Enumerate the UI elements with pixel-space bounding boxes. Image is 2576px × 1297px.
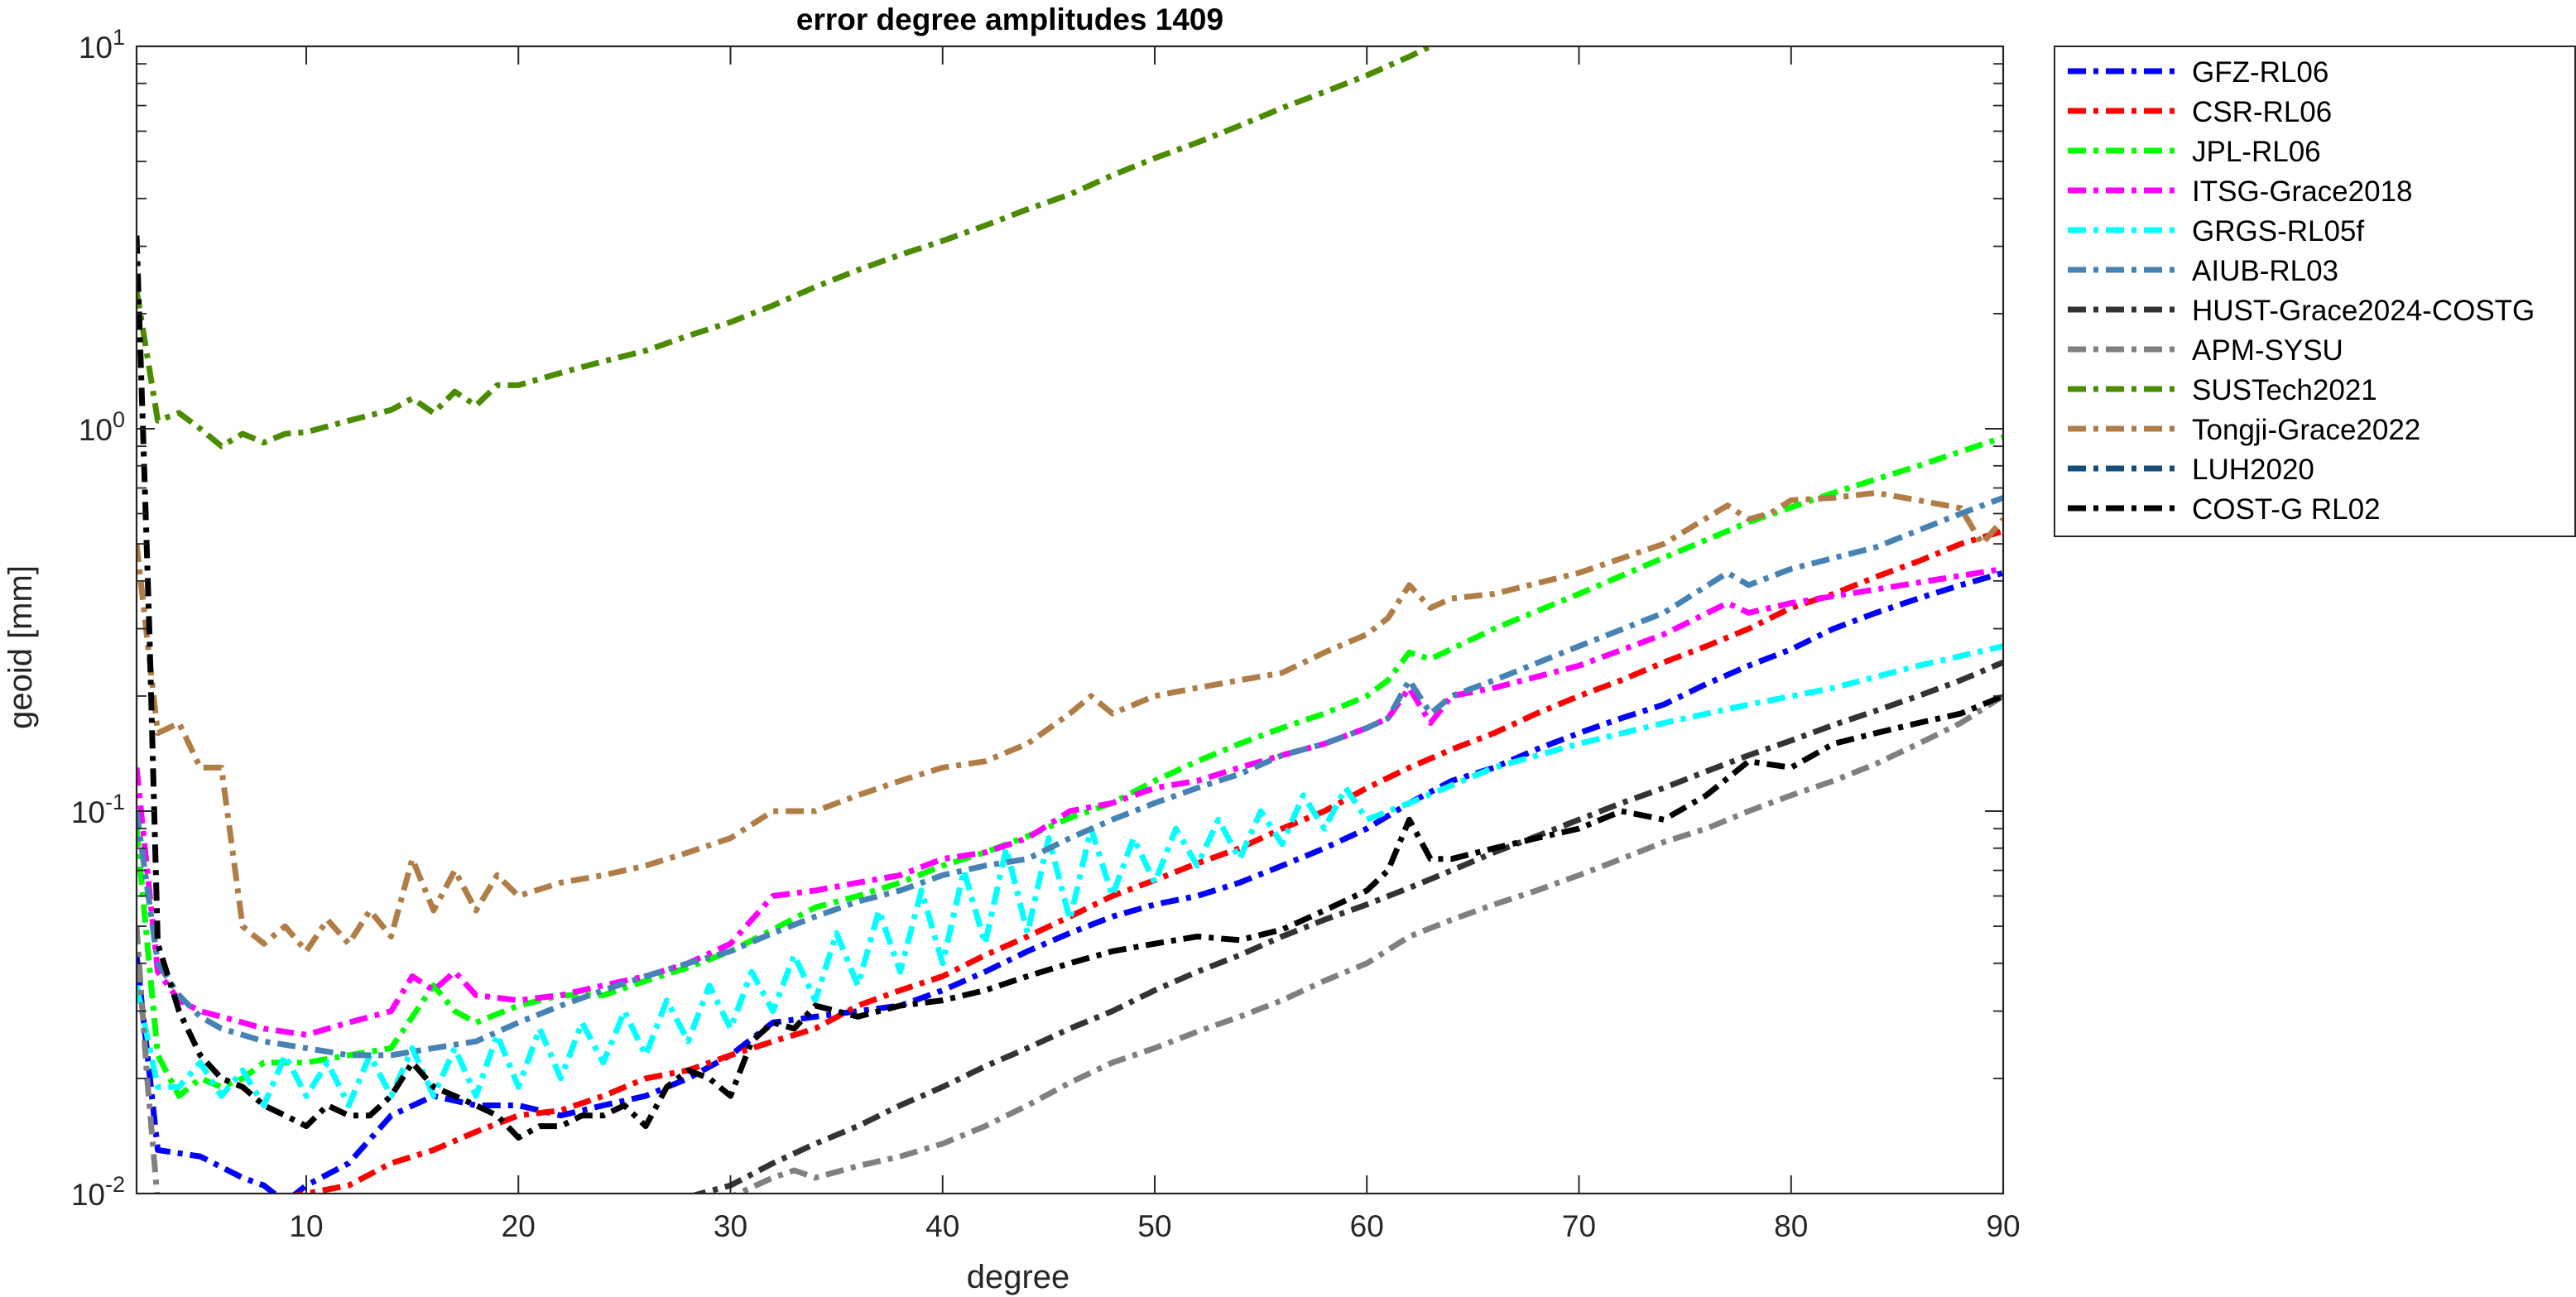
legend-label: LUH2020	[2192, 454, 2314, 486]
legend-label: APM-SYSU	[2192, 334, 2343, 367]
x-axis-title: degree	[967, 1259, 1070, 1295]
axes: 10 20 30 40 50 60 70 80 90 10-2 10-1 100 101	[71, 25, 2021, 1243]
legend-label: ITSG-Grace2018	[2192, 175, 2413, 208]
series-line-jpl-rl06	[137, 434, 2003, 1099]
series-line-cost-g-rl02	[137, 235, 2003, 1141]
legend-label: Tongji-Grace2022	[2192, 414, 2420, 446]
y-axis-title: geoid [mm]	[2, 565, 39, 729]
legend-label: CSR-RL06	[2192, 96, 2332, 128]
legend-label: JPL-RL06	[2192, 136, 2321, 168]
legend-label: COST-G RL02	[2192, 493, 2381, 526]
series-line-hust-grace2024-costg	[690, 659, 2003, 1194]
series-line-tongji-grace2022	[137, 489, 2003, 954]
legend-label: SUSTech2021	[2192, 374, 2377, 406]
legend: GFZ-RL06 CSR-RL06 JPL-RL06 ITSG-Grace2018 GR…	[2054, 46, 2576, 537]
x-tick-label: 50	[1137, 1209, 1171, 1243]
legend-label: GFZ-RL06	[2192, 56, 2328, 89]
series-line-aiub-rl03	[137, 495, 2003, 1059]
x-tick-label: 70	[1562, 1209, 1596, 1243]
y-tick-label: 10-1	[71, 790, 125, 829]
x-tick-label: 20	[502, 1209, 536, 1243]
plot-frame	[135, 45, 2005, 1195]
y-tick-label: 100	[79, 407, 125, 447]
x-tick-label: 60	[1350, 1209, 1384, 1243]
series-line-csr-rl06	[287, 528, 2003, 1194]
chart-title: error degree amplitudes 1409	[796, 2, 1223, 36]
x-tick-label: 10	[289, 1209, 323, 1243]
x-tick-label: 80	[1774, 1209, 1808, 1243]
legend-label: HUST-Grace2024-COSTG	[2192, 295, 2535, 327]
y-tick-label: 10-2	[71, 1172, 125, 1212]
plot-area	[137, 46, 2003, 1194]
series-line-sustech2021	[137, 46, 1432, 449]
legend-label: AIUB-RL03	[2192, 255, 2338, 287]
series-line-gfz-rl06	[137, 569, 2003, 1194]
legend-box	[2054, 46, 2576, 537]
y-tick-label: 101	[79, 25, 125, 65]
legend-label: GRGS-RL05f	[2192, 215, 2364, 247]
x-tick-label: 90	[1986, 1209, 2020, 1243]
x-tick-label: 40	[925, 1209, 959, 1243]
x-tick-label: 30	[714, 1209, 747, 1243]
